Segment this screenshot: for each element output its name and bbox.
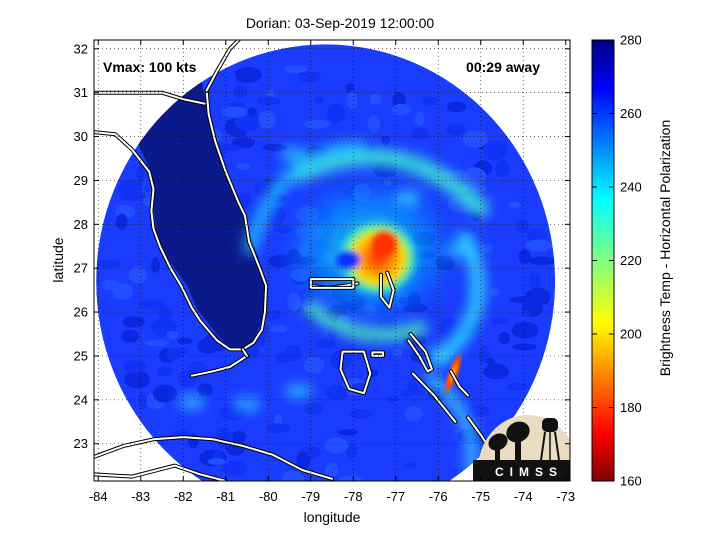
x-tick-label: -77 [386, 489, 405, 504]
coastline [94, 40, 492, 481]
y-tick-label: 32 [74, 41, 88, 56]
coast-line-2 [190, 354, 248, 377]
logo-base [473, 460, 570, 481]
x-tick-label: -80 [259, 489, 278, 504]
y-tick-label: 24 [74, 392, 88, 407]
vmax-annotation: Vmax: 100 kts [103, 59, 197, 75]
colorbar-tick-label: 200 [620, 327, 642, 342]
coast-line-6 [94, 464, 227, 481]
coast-line-1 [94, 131, 244, 351]
x-tick-label: -82 [174, 489, 193, 504]
coast-line-10 [339, 350, 372, 395]
y-tick-label: 31 [74, 85, 88, 100]
plot-frame [93, 39, 571, 482]
x-tick-label: -78 [344, 489, 363, 504]
storm-core [336, 218, 421, 299]
logo-dish [506, 421, 530, 443]
brightness-temperature-swath [94, 40, 570, 481]
y-tick-label: 30 [74, 129, 88, 144]
coast-line-8 [379, 271, 395, 309]
logo-tower [542, 418, 558, 432]
y-tick-label: 25 [74, 348, 88, 363]
y-tick-label: 23 [74, 436, 88, 451]
coast-line-5 [94, 436, 333, 480]
x-tick-label: -83 [131, 489, 150, 504]
x-tick-label: -79 [301, 489, 320, 504]
y-tick-label: 27 [74, 261, 88, 276]
coast-line-12 [407, 333, 433, 373]
y-tick-label: 29 [74, 173, 88, 188]
y-tick-label: 26 [74, 305, 88, 320]
coast-line-9 [309, 278, 355, 289]
time-away-annotation: 00:29 away [466, 59, 540, 75]
x-tick-label: -81 [216, 489, 235, 504]
coast-line-16 [241, 348, 248, 357]
coast-line-13 [411, 372, 457, 423]
coast-line-14 [450, 370, 469, 397]
coast-line-0 [205, 89, 268, 351]
colorbar-ticks: 160 180 200 220 240 260 280 [592, 33, 642, 489]
logo-dish [488, 433, 508, 451]
colorbar-tick-label: 160 [620, 474, 642, 489]
x-tick-label: -74 [514, 489, 533, 504]
colorbar-tick-label: 220 [620, 253, 642, 268]
grid-lines [94, 40, 570, 481]
x-tick-label: -76 [429, 489, 448, 504]
x-axis-ticks: -84 -83 -82 -81 -80 -79 -78 -77 -76 -75 -74 -73 [89, 40, 575, 504]
colorbar-tick-label: 240 [620, 180, 642, 195]
y-axis-label: latitude [50, 237, 66, 282]
logo-text: CIMSS [495, 465, 563, 479]
colorbar-tick-label: 260 [620, 106, 642, 121]
y-tick-label: 28 [74, 217, 88, 232]
y-axis-ticks: 23 24 25 26 27 28 29 30 31 32 [74, 41, 570, 451]
colorbar-label: Brightness Temp - Horizontal Polarizatio… [657, 120, 673, 377]
cimss-logo: CIMSS [473, 415, 570, 481]
coast-line-4 [94, 91, 206, 105]
x-axis-label: longitude [304, 509, 361, 525]
x-tick-label: -73 [556, 489, 575, 504]
coast-line-3 [205, 40, 240, 92]
chart-title: Dorian: 03-Sep-2019 12:00:00 [246, 15, 435, 31]
x-tick-label: -84 [89, 489, 108, 504]
colorbar-tick-label: 180 [620, 400, 642, 415]
x-tick-label: -75 [471, 489, 490, 504]
colorbar-tick-label: 280 [620, 33, 642, 48]
